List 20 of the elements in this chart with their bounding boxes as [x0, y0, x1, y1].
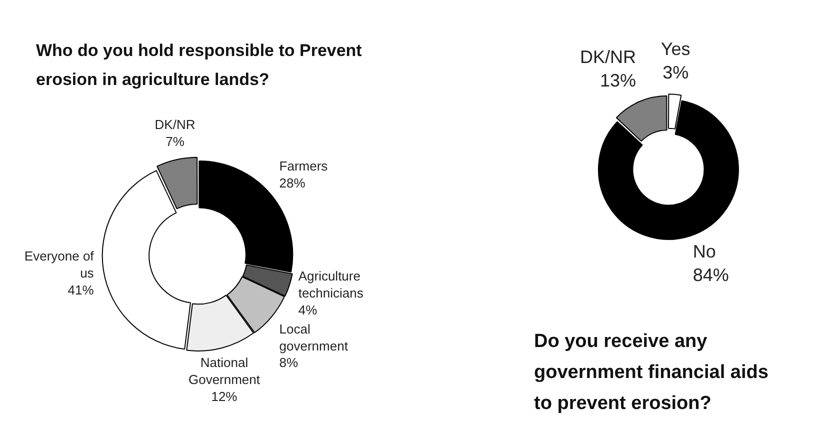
slice-label: Agriculture technicians [298, 268, 364, 301]
text: Do you receive any government financial aids to prevent erosion? [534, 330, 770, 416]
data-label: 12% [211, 388, 238, 404]
slice-label: Farmers [279, 158, 328, 174]
data-label: 13% [600, 70, 636, 91]
data-label: 84% [692, 264, 729, 285]
slice-label: Everyone of us [24, 248, 94, 281]
slice-label: DK/NR [154, 117, 196, 132]
slice-label: Yes [660, 39, 690, 60]
data-label: 7% [166, 134, 185, 150]
data-label: 8% [279, 355, 299, 370]
data-label: 41% [68, 282, 94, 298]
slice-label: No [692, 241, 716, 262]
slice-label: DK/NR [580, 47, 636, 68]
data-label: 3% [662, 62, 689, 83]
data-label: 28% [279, 176, 306, 191]
data-label: 4% [298, 302, 318, 318]
slice-label: Local government [279, 321, 348, 354]
chart-title: Who do you hold responsible to Prevent erosion in agriculture lands? [36, 40, 363, 91]
slice-label: National Government [188, 354, 260, 387]
